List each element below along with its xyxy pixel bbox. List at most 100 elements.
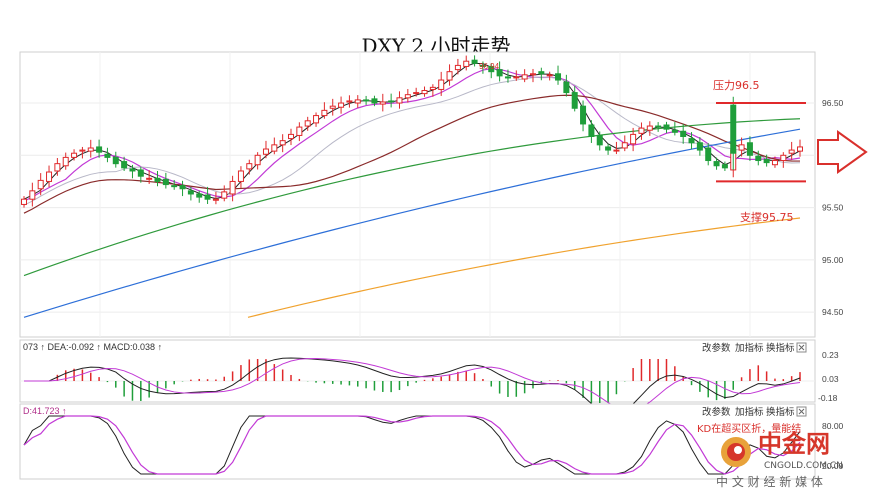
candle-body (54, 163, 61, 172)
candle-body (404, 94, 411, 99)
candle-body (546, 74, 553, 77)
kdj-tick-high: 80.00 (822, 421, 844, 431)
candle-body (771, 160, 778, 166)
tool-switch-indicator-2[interactable]: 换指标 (766, 406, 795, 418)
main-panel-frame (19, 51, 816, 338)
candle-body (137, 169, 144, 177)
candle-body (329, 105, 336, 109)
support-label: 支撑95.75 (740, 210, 794, 224)
candle-body (379, 101, 386, 105)
macd-indicator (20, 357, 815, 415)
candle-body (279, 140, 286, 146)
ma-line-orange (247, 217, 801, 318)
candle-body (463, 60, 470, 67)
candle-body (529, 73, 536, 76)
candle-body (371, 98, 378, 104)
peak-price-label: 96.94 (479, 62, 500, 71)
candle-body (504, 76, 511, 79)
tool-switch-indicator[interactable]: 换指标 (766, 342, 795, 354)
kdj-indicator (23, 415, 801, 475)
macd-tick-high: 0.23 (822, 350, 839, 360)
ma-line-green (23, 118, 801, 277)
candle-body (212, 198, 219, 201)
candle-body (471, 59, 478, 64)
candle-body (321, 109, 328, 117)
kdj-toolbar: 改参数 加指标 换指标 (702, 406, 807, 418)
kdj-k-line (23, 415, 801, 475)
ma-line-short (23, 62, 801, 200)
candle-body (663, 124, 670, 130)
candle-body (246, 163, 253, 170)
candle-body (721, 164, 728, 169)
candle-body (62, 156, 69, 167)
kd-annotation: KD在超买区折，量能结 (697, 422, 801, 435)
candle-body (788, 149, 795, 154)
candle-body (538, 71, 545, 75)
candle-body (146, 177, 153, 180)
candle-body (613, 149, 620, 152)
candle-body (204, 194, 211, 200)
watermark-url: CNGOLD.COM.CN (764, 461, 843, 471)
candle-body (288, 133, 295, 140)
candle-body (338, 102, 345, 108)
candle-body (580, 105, 587, 125)
candle-body (438, 79, 445, 90)
candle-body (680, 130, 687, 137)
candle-body (755, 155, 762, 162)
candle-body (346, 100, 353, 103)
cngold-watermark: 中金网 CNGOLD.COM.CN (721, 430, 843, 471)
candle-body (171, 185, 178, 188)
candle-body (454, 64, 461, 71)
candle-body (429, 86, 436, 90)
candle-body (129, 168, 136, 172)
candle-body (388, 100, 395, 103)
candle-body (21, 198, 27, 205)
candle-body (521, 74, 528, 80)
tool-add-indicator[interactable]: 加指标 (735, 342, 764, 354)
tool-add-indicator-2[interactable]: 加指标 (735, 406, 764, 418)
candle-body (588, 124, 595, 137)
close-icon-glyph-2 (798, 408, 805, 415)
macd-toolbar: 改参数 加指标 换指标 (702, 342, 807, 354)
candle-body (413, 92, 420, 95)
candle-body (563, 81, 570, 94)
candle-body (446, 71, 453, 81)
support-resistance-lines (716, 102, 806, 183)
candle-body (112, 156, 119, 165)
candle-body (797, 146, 803, 152)
close-icon-glyph (798, 344, 805, 351)
candles (21, 55, 803, 208)
candle-body (296, 126, 303, 136)
candle-body (646, 125, 653, 131)
candle-body (746, 142, 753, 156)
candle-body (363, 99, 370, 102)
candle-body (87, 147, 94, 152)
candle-body (479, 64, 486, 67)
candle-body (162, 178, 169, 186)
candle-body (571, 92, 578, 109)
tool-change-params-2[interactable]: 改参数 (702, 406, 731, 418)
candle-body (555, 73, 562, 81)
ma-line-maroon (23, 94, 801, 214)
candle-body (221, 191, 228, 199)
candle-body (488, 65, 495, 73)
y-tick-label: 96.50 (822, 98, 844, 108)
candle-body (730, 104, 737, 154)
kdj-label: D:41.723 ↑ (23, 406, 67, 416)
ma-line-blue (23, 128, 801, 318)
candle-body (121, 161, 128, 169)
candle-body (396, 97, 403, 104)
ma-line-mid (23, 68, 801, 202)
candle-body (237, 170, 244, 182)
candle-body (271, 144, 278, 152)
macd-tick-mid: 0.03 (822, 374, 839, 384)
y-tick-label: 95.50 (822, 203, 844, 213)
candle-body (79, 149, 86, 152)
candle-body (187, 190, 194, 195)
candle-body (46, 171, 53, 182)
candle-body (179, 185, 186, 190)
candle-body (313, 115, 320, 124)
tool-change-params[interactable]: 改参数 (702, 342, 731, 354)
